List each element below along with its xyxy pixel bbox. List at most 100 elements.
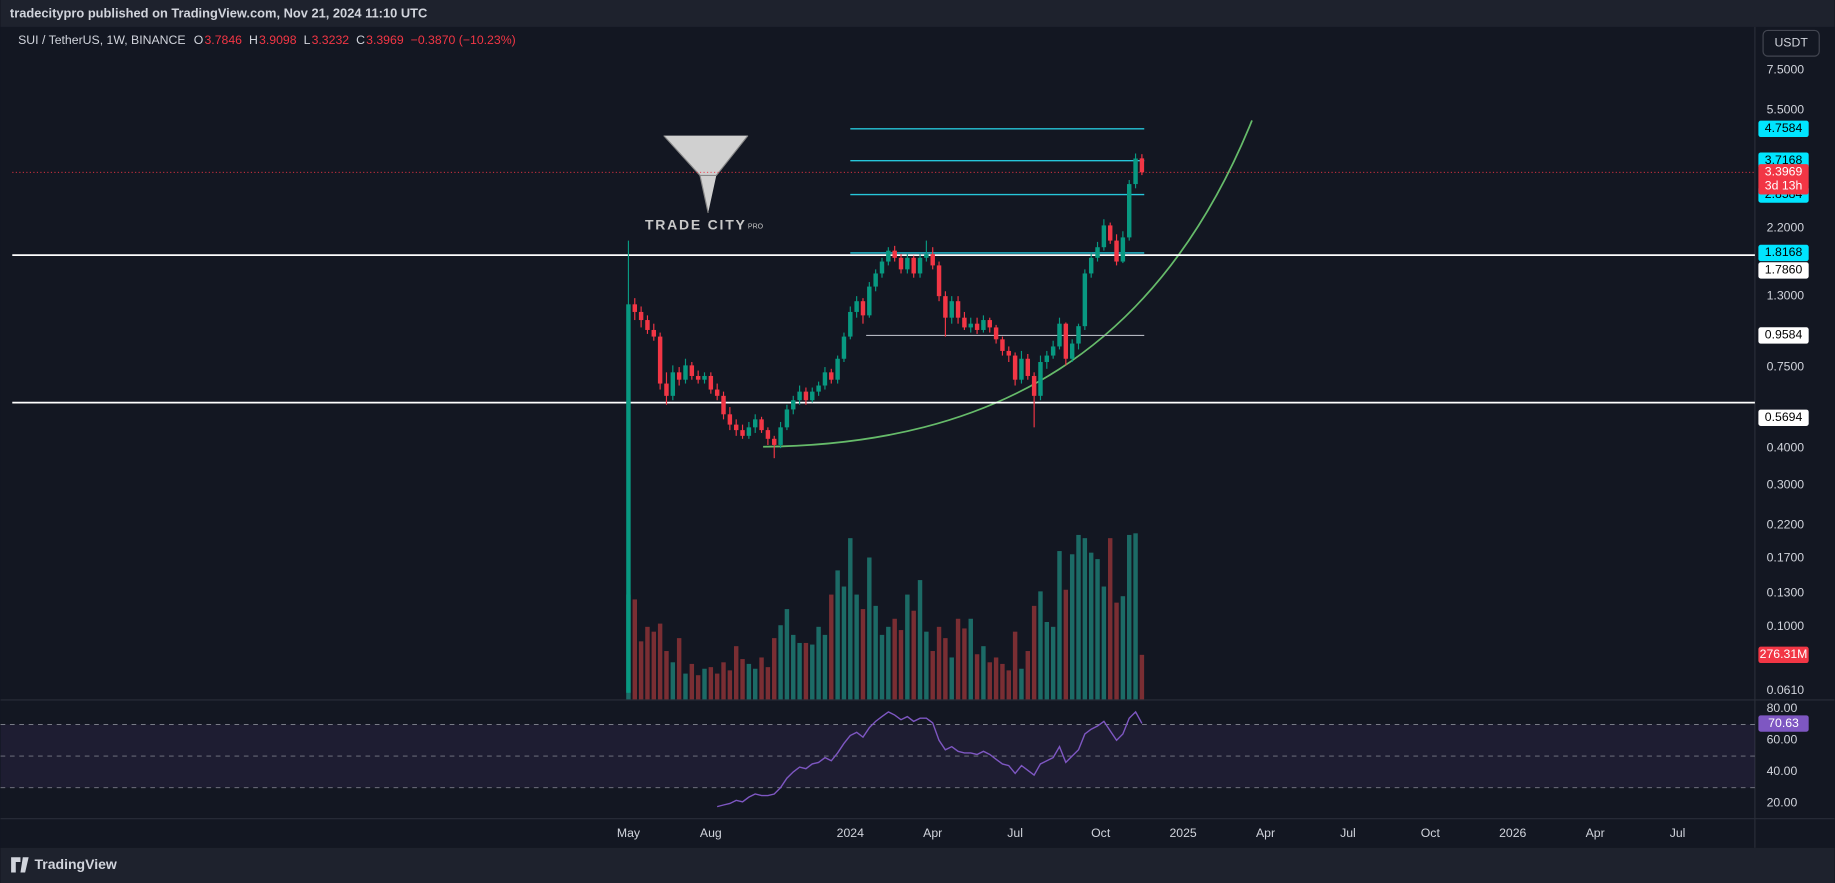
- candle-body: [727, 414, 733, 425]
- ohlc-letter: L: [304, 33, 311, 47]
- volume-bar: [955, 618, 961, 700]
- rsi-tick-label: 40.00: [1767, 764, 1798, 778]
- volume-bar: [733, 646, 739, 700]
- candle-body: [962, 317, 967, 328]
- candle-body: [752, 419, 758, 428]
- volume-bar: [968, 618, 973, 700]
- line-label: 1.7860: [1765, 263, 1803, 277]
- x-tick-label: Oct: [1091, 826, 1111, 840]
- candle-body: [822, 372, 828, 386]
- ohlc-value: 3.7846: [204, 33, 242, 47]
- candle-body: [1127, 184, 1132, 238]
- volume-bar: [1038, 591, 1043, 700]
- candle-body: [841, 336, 847, 359]
- candle-body: [886, 250, 891, 262]
- candle-body: [1044, 355, 1050, 363]
- logo-icon-edges: [663, 135, 749, 213]
- volume-bar: [638, 641, 644, 700]
- candle-body: [810, 391, 815, 401]
- x-tick-label: Jul: [1340, 826, 1356, 840]
- y-tick-label: 0.1700: [1767, 551, 1805, 565]
- volume-bar: [1095, 559, 1100, 700]
- candle-body: [905, 257, 910, 270]
- candle-body: [695, 375, 701, 380]
- candle-body: [1133, 158, 1138, 185]
- candle-body: [898, 257, 904, 270]
- candle-body: [632, 304, 637, 312]
- x-tick-label: May: [617, 826, 641, 840]
- volume-bar: [784, 609, 790, 700]
- rsi-tick-label: 80.00: [1767, 701, 1798, 715]
- x-tick-label: 2026: [1499, 826, 1526, 840]
- volume-bar: [1025, 651, 1031, 700]
- volume-bar: [974, 654, 980, 700]
- publisher: tradecitypro published on TradingView.co…: [10, 5, 427, 20]
- candle-body: [708, 375, 714, 390]
- y-tick-label: 1.3000: [1767, 288, 1805, 302]
- volume-bar: [930, 651, 935, 700]
- candle-body: [765, 430, 771, 439]
- candle-body: [1101, 225, 1107, 248]
- volume-bar: [949, 657, 954, 700]
- candle-body: [943, 296, 948, 318]
- candle-body: [721, 395, 726, 415]
- line-label-bg: [1758, 409, 1809, 426]
- x-tick-label: Jul: [1670, 826, 1686, 840]
- ohlc-value: 3.3232: [312, 33, 350, 47]
- logo: TRADE CITY PRO: [645, 135, 764, 232]
- volume-bar: [1057, 551, 1062, 700]
- volume-bar: [911, 610, 916, 700]
- volume-bar: [797, 642, 802, 700]
- volume-bar: [854, 594, 859, 700]
- volume-bar: [702, 668, 707, 700]
- line-label: 0.5694: [1765, 410, 1803, 424]
- candle-body: [981, 320, 986, 330]
- volume-bar: [892, 618, 897, 700]
- candle-body: [683, 365, 688, 380]
- currency[interactable]: USDT: [1774, 36, 1808, 50]
- candle-body: [1019, 358, 1024, 380]
- candle-body: [987, 320, 992, 328]
- candle-body: [848, 311, 853, 337]
- candle-body: [664, 383, 669, 396]
- fib-label: 1.8168: [1765, 245, 1803, 259]
- rsi-tick-label: 20.00: [1767, 796, 1798, 810]
- brand-icon: [11, 857, 29, 873]
- volume-bar: [829, 594, 834, 700]
- candle-body: [1031, 375, 1037, 396]
- volume-bar: [689, 663, 695, 700]
- volume-bar: [683, 673, 688, 700]
- x-tick-label: Apr: [923, 826, 942, 840]
- candle-body: [955, 301, 961, 318]
- candle-body: [1006, 350, 1011, 356]
- currency-button[interactable]: [1762, 29, 1820, 57]
- x-tick-label: 2025: [1169, 826, 1196, 840]
- bottom-bar: [0, 847, 1835, 883]
- candle-body: [873, 273, 878, 287]
- candle-body: [784, 409, 790, 428]
- candle-body: [993, 327, 999, 340]
- volume-bar: [721, 662, 726, 700]
- price-label-bg: [1758, 164, 1809, 195]
- candle-body: [1050, 346, 1056, 356]
- volume-bar: [810, 644, 815, 700]
- volume-bar: [1031, 605, 1037, 700]
- candle-body: [778, 427, 783, 445]
- volume-bar: [993, 657, 999, 700]
- candle-body: [702, 375, 707, 380]
- volume-bar: [924, 631, 929, 700]
- level-label-bg: [1758, 327, 1809, 344]
- logo-name: TRADE CITY: [645, 216, 747, 232]
- y-tick-label: 0.0610: [1767, 683, 1805, 697]
- y-tick-label: 0.1000: [1767, 619, 1805, 633]
- volume-bar: [708, 667, 714, 700]
- candle-body: [740, 430, 745, 436]
- volume-bar: [746, 663, 752, 700]
- volume-bar: [740, 659, 745, 700]
- volume-bar: [714, 673, 720, 700]
- volume-label-bg: [1758, 646, 1809, 664]
- volume-bar: [879, 634, 885, 700]
- volume-bar: [727, 670, 733, 700]
- rsi-label: 70.63: [1768, 716, 1799, 730]
- volume-bar: [1012, 631, 1018, 700]
